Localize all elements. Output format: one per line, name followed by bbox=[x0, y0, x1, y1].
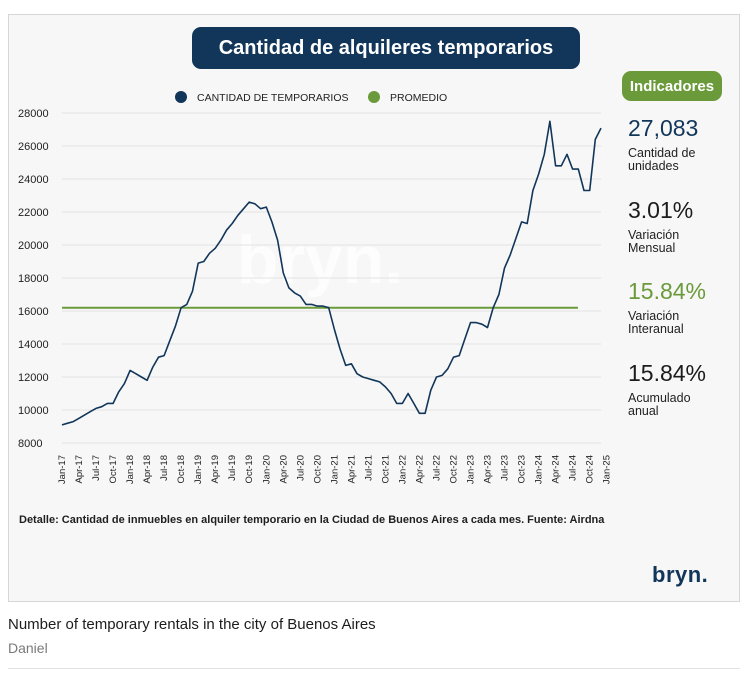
x-tick-label: Oct-20 bbox=[312, 455, 323, 484]
y-tick-label: 18000 bbox=[18, 273, 49, 285]
x-tick-label: Jan-18 bbox=[125, 455, 136, 484]
x-tick-label: Jan-20 bbox=[261, 455, 272, 484]
kpi-ytd: 15.84% Acumulado anual bbox=[628, 360, 740, 418]
kpi-monthly-value: 3.01% bbox=[628, 197, 694, 223]
y-tick-label: 24000 bbox=[18, 174, 49, 186]
x-tick-label: Apr-23 bbox=[483, 455, 494, 484]
kpi-ytd-value: 15.84% bbox=[628, 360, 707, 386]
x-tick-label: Jan-22 bbox=[397, 455, 408, 484]
y-tick-label: 8000 bbox=[18, 438, 42, 450]
x-tick-label: Oct-22 bbox=[448, 455, 459, 484]
x-tick-label: Apr-19 bbox=[210, 455, 221, 484]
x-tick-label: Apr-22 bbox=[414, 455, 425, 484]
gridlines bbox=[62, 112, 601, 444]
x-tick-label: Apr-24 bbox=[551, 455, 562, 484]
x-tick-label: Jul-18 bbox=[159, 455, 170, 481]
x-tick-label: Oct-24 bbox=[585, 455, 596, 484]
y-tick-label: 14000 bbox=[18, 339, 49, 351]
x-tick-label: Apr-20 bbox=[278, 455, 289, 484]
kpi-monthly: 3.01% Variación Mensual bbox=[628, 197, 740, 255]
kpi-yearly-label: Variación Interanual bbox=[628, 309, 684, 336]
x-tick-label: Jan-24 bbox=[534, 455, 545, 484]
y-tick-label: 22000 bbox=[18, 207, 49, 219]
y-tick-label: 20000 bbox=[18, 240, 49, 252]
kpi-units: 27,083 Cantidad de unidades bbox=[628, 115, 740, 173]
legend-label-average: PROMEDIO bbox=[390, 92, 447, 104]
x-tick-label: Jan-25 bbox=[602, 455, 613, 484]
detail-note: Detalle: Cantidad de inmuebles en alquil… bbox=[19, 514, 605, 526]
image-caption: Number of temporary rentals in the city … bbox=[8, 616, 376, 633]
legend-label-series: CANTIDAD DE TEMPORARIOS bbox=[197, 92, 349, 104]
legend-marker-average bbox=[368, 91, 380, 103]
x-tick-label: Jul-20 bbox=[295, 455, 306, 481]
x-tick-label: Jul-19 bbox=[227, 455, 238, 481]
x-tick-label: Oct-21 bbox=[380, 455, 391, 484]
x-tick-label: Jan-21 bbox=[329, 455, 340, 484]
y-axis: 28000 26000 24000 22000 20000 18000 16000 14000… bbox=[18, 108, 49, 450]
x-tick-label: Jan-19 bbox=[193, 455, 204, 484]
legend: CANTIDAD DE TEMPORARIOS PROMEDIO bbox=[175, 91, 447, 104]
y-tick-label: 12000 bbox=[18, 372, 49, 384]
y-tick-label: 26000 bbox=[18, 141, 49, 153]
series-line bbox=[61, 120, 602, 426]
image-author: Daniel bbox=[8, 640, 48, 656]
x-tick-label: Jul-17 bbox=[91, 455, 102, 481]
watermark: bryn. bbox=[237, 222, 403, 298]
kpi-units-value: 27,083 bbox=[628, 115, 699, 141]
x-tick-label: Apr-18 bbox=[142, 455, 153, 484]
x-tick-label: Jul-21 bbox=[363, 455, 374, 481]
x-tick-label: Jan-23 bbox=[466, 455, 477, 484]
divider bbox=[8, 668, 740, 669]
x-tick-label: Jul-22 bbox=[431, 455, 442, 481]
x-tick-label: Apr-21 bbox=[346, 455, 357, 484]
brand-logo: bryn. bbox=[652, 562, 709, 587]
y-tick-label: 28000 bbox=[18, 108, 49, 120]
x-tick-label: Apr-17 bbox=[74, 455, 85, 484]
kpi-monthly-label: Variación Mensual bbox=[628, 228, 680, 255]
chart-title: Cantidad de alquileres temporarios bbox=[192, 27, 580, 69]
kpi-units-label: Cantidad de unidades bbox=[628, 146, 696, 173]
kpi-ytd-label: Acumulado anual bbox=[628, 391, 691, 418]
x-tick-label: Oct-18 bbox=[176, 455, 187, 484]
x-tick-label: Oct-19 bbox=[244, 455, 255, 484]
x-tick-label: Oct-17 bbox=[108, 455, 119, 484]
kpi-yearly-value: 15.84% bbox=[628, 278, 707, 304]
x-tick-label: Jan-17 bbox=[57, 455, 68, 484]
y-tick-label: 10000 bbox=[18, 405, 49, 417]
y-tick-label: 16000 bbox=[18, 306, 49, 318]
x-tick-label: Jul-24 bbox=[568, 455, 579, 481]
x-tick-label: Jul-23 bbox=[500, 455, 511, 481]
line-chart: bryn. CANTIDAD DE TEMPORARIOS PROMEDIO 2… bbox=[18, 91, 613, 484]
indicators-header: Indicadores bbox=[622, 71, 722, 101]
x-tick-label: Oct-23 bbox=[517, 455, 528, 484]
kpi-yearly: 15.84% Variación Interanual bbox=[628, 278, 740, 336]
legend-marker-series bbox=[175, 91, 187, 103]
x-axis: Jan-17 Apr-17 Jul-17 Oct-17 Jan-18 Apr-18 Jul-… bbox=[57, 455, 613, 484]
